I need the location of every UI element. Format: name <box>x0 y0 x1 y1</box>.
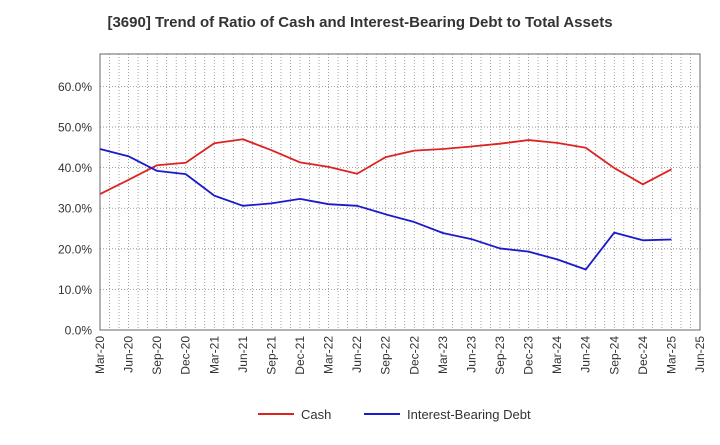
legend-label: Cash <box>301 407 331 422</box>
x-tick-label: Sep-23 <box>493 336 507 375</box>
x-tick-label: Sep-21 <box>264 336 278 375</box>
plot-area <box>100 54 700 330</box>
x-tick-label: Sep-20 <box>150 336 164 375</box>
x-tick-label: Sep-22 <box>379 336 393 375</box>
x-tick-label: Dec-22 <box>407 336 421 375</box>
x-tick-label: Dec-24 <box>636 336 650 375</box>
x-tick-label: Jun-23 <box>464 336 478 373</box>
chart-title: [3690] Trend of Ratio of Cash and Intere… <box>107 14 613 31</box>
y-tick-label: 0.0% <box>65 324 93 338</box>
series-line-cash <box>99 138 672 195</box>
x-tick-label: Dec-23 <box>522 336 536 375</box>
y-tick-label: 60.0% <box>58 80 92 94</box>
y-tick-label: 40.0% <box>58 161 92 175</box>
y-tick-label: 10.0% <box>58 283 92 297</box>
x-tick-label: Jun-25 <box>693 336 707 373</box>
x-tick-label: Jun-20 <box>122 336 136 373</box>
x-tick-label: Dec-20 <box>179 336 193 375</box>
x-tick-label: Jun-21 <box>236 336 250 373</box>
x-tick-label: Jun-22 <box>350 336 364 373</box>
x-tick-label: Mar-22 <box>322 336 336 374</box>
x-tick-label: Mar-25 <box>664 336 678 374</box>
x-tick-label: Dec-21 <box>293 336 307 375</box>
series-line-interest-bearing-debt <box>99 148 672 271</box>
x-tick-label: Sep-24 <box>607 336 621 375</box>
x-tick-label: Jun-24 <box>579 336 593 373</box>
legend-label: Interest-Bearing Debt <box>407 407 531 422</box>
x-tick-label: Mar-23 <box>436 336 450 374</box>
y-tick-label: 30.0% <box>58 202 92 216</box>
x-tick-label: Mar-20 <box>93 336 107 374</box>
y-tick-label: 20.0% <box>58 242 92 256</box>
plot-border <box>99 53 701 331</box>
x-tick-label: Mar-24 <box>550 336 564 374</box>
y-tick-label: 50.0% <box>58 121 92 135</box>
x-tick-label: Mar-21 <box>207 336 221 374</box>
